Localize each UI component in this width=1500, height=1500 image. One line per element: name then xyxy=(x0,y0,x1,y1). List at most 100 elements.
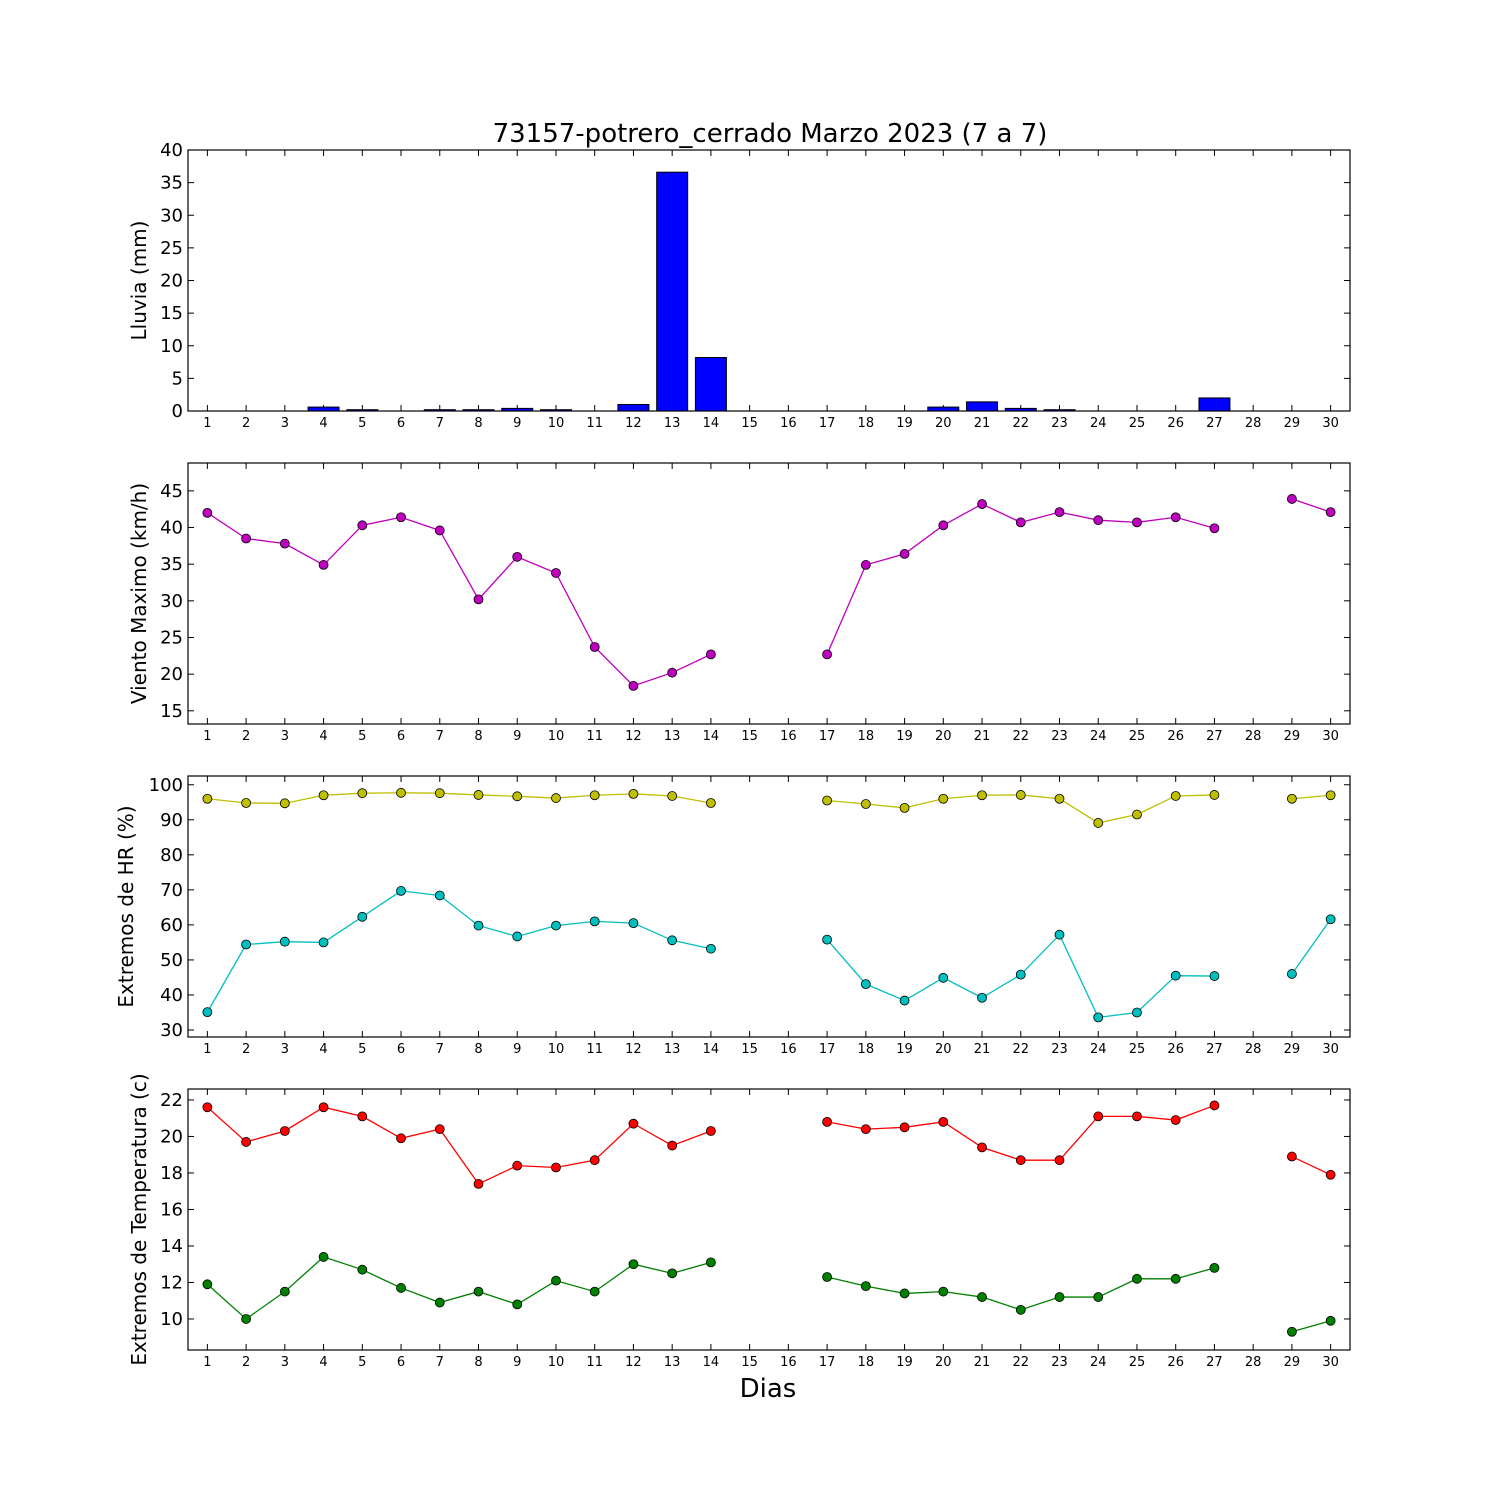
series-1-point-day-17 xyxy=(822,649,832,660)
x-tick-label: 29 xyxy=(1284,416,1301,431)
x-tick-label: 28 xyxy=(1245,1042,1262,1057)
x-tick-label: 4 xyxy=(319,416,327,431)
series-1-point-day-25 xyxy=(1132,809,1142,820)
series-2-point-day-25 xyxy=(1132,1007,1142,1018)
y-tick-label: 25 xyxy=(160,627,183,648)
series-2-point-day-10 xyxy=(551,920,561,931)
x-tick-label: 10 xyxy=(548,416,565,431)
x-tick-label: 23 xyxy=(1051,729,1068,744)
series-2-line xyxy=(206,890,712,1013)
x-tick-label: 7 xyxy=(436,416,444,431)
y-tick-label: 80 xyxy=(160,845,183,866)
x-tick-label: 26 xyxy=(1167,729,1184,744)
x-tick-label: 27 xyxy=(1206,1042,1223,1057)
x-tick-label: 11 xyxy=(586,729,603,744)
x-tick-label: 2 xyxy=(242,1355,250,1370)
x-tick-label: 14 xyxy=(703,416,720,431)
x-tick-label: 18 xyxy=(858,416,875,431)
series-2-point-day-21 xyxy=(977,1292,987,1302)
series-1-point-day-30 xyxy=(1325,507,1336,518)
series-1-line xyxy=(206,1106,712,1185)
x-tick-label: 17 xyxy=(819,1355,836,1370)
x-tick-label: 7 xyxy=(436,1042,444,1057)
x-tick-label: 29 xyxy=(1284,1355,1301,1370)
series-2-point-day-19 xyxy=(899,995,910,1006)
x-tick-label: 25 xyxy=(1129,1042,1146,1057)
series-2-point-day-7 xyxy=(434,1297,445,1308)
bar-day-27 xyxy=(1198,397,1231,412)
series-1-point-day-21 xyxy=(977,790,987,801)
x-tick-label: 5 xyxy=(358,1355,366,1370)
series-1-point-day-19 xyxy=(899,549,910,559)
series-1-point-day-3 xyxy=(279,798,290,809)
x-tick-label: 11 xyxy=(586,1042,603,1057)
series-1-point-day-12 xyxy=(628,680,639,691)
series-2-point-day-7 xyxy=(434,890,445,901)
x-tick-label: 25 xyxy=(1129,416,1146,431)
y-tick-label: 40 xyxy=(160,985,183,1006)
series-2-point-day-27 xyxy=(1209,971,1220,981)
x-tick-label: 24 xyxy=(1090,416,1107,431)
series-2-point-day-2 xyxy=(241,1314,252,1324)
x-tick-label: 30 xyxy=(1322,1355,1339,1370)
x-tick-label: 20 xyxy=(935,416,952,431)
x-tick-label: 16 xyxy=(780,1355,797,1370)
series-1-point-day-11 xyxy=(589,642,600,652)
series-2-line xyxy=(1291,918,1332,975)
series-1-point-day-23 xyxy=(1054,507,1065,518)
y-axis-label: Extremos de HR (%) xyxy=(114,805,138,1007)
x-tick-label: 13 xyxy=(664,1042,681,1057)
y-tick-label: 20 xyxy=(160,271,183,292)
series-2-point-day-12 xyxy=(628,918,639,929)
bar-day-21 xyxy=(966,401,999,412)
x-tick-label: 23 xyxy=(1051,1355,1068,1370)
x-tick-label: 5 xyxy=(358,1042,366,1057)
series-1-point-day-7 xyxy=(434,525,445,536)
x-tick-label: 28 xyxy=(1245,1355,1262,1370)
x-tick-label: 1 xyxy=(203,1355,211,1370)
y-tick-label: 12 xyxy=(160,1272,183,1293)
x-tick-label: 25 xyxy=(1129,729,1146,744)
x-tick-label: 17 xyxy=(819,729,836,744)
y-tick-label: 40 xyxy=(160,518,183,539)
series-2-point-day-17 xyxy=(822,1272,832,1282)
series-2-point-day-1 xyxy=(202,1279,213,1290)
series-2-line xyxy=(206,1256,712,1320)
series-2-point-day-23 xyxy=(1054,929,1065,940)
series-1-point-day-5 xyxy=(357,1111,368,1122)
x-tick-label: 16 xyxy=(780,1042,797,1057)
x-tick-label: 5 xyxy=(358,729,366,744)
x-tick-label: 20 xyxy=(935,1355,952,1370)
series-1-point-day-25 xyxy=(1132,1111,1142,1122)
y-tick-label: 18 xyxy=(160,1163,183,1184)
x-tick-label: 20 xyxy=(935,729,952,744)
x-tick-label: 18 xyxy=(858,1042,875,1057)
x-tick-label: 13 xyxy=(664,416,681,431)
y-tick-label: 20 xyxy=(160,1126,183,1147)
y-tick-label: 20 xyxy=(160,664,183,685)
y-tick-label: 35 xyxy=(160,173,183,194)
y-tick-label: 40 xyxy=(160,140,183,161)
x-tick-label: 27 xyxy=(1206,729,1223,744)
series-1-point-day-1 xyxy=(202,1102,213,1113)
series-2-point-day-12 xyxy=(628,1259,639,1270)
series-2-point-day-13 xyxy=(667,1268,678,1279)
x-tick-label: 29 xyxy=(1284,729,1301,744)
y-tick-label: 60 xyxy=(160,915,183,936)
series-2-point-day-25 xyxy=(1132,1273,1142,1284)
series-2-point-day-21 xyxy=(977,992,987,1003)
series-2-point-day-4 xyxy=(318,1252,329,1262)
series-1-point-day-1 xyxy=(202,793,213,804)
x-tick-label: 15 xyxy=(741,1042,758,1057)
series-1-line xyxy=(207,792,712,804)
series-1-point-day-1 xyxy=(202,507,213,518)
x-tick-label: 26 xyxy=(1167,1042,1184,1057)
x-tick-label: 27 xyxy=(1206,416,1223,431)
y-tick-label: 15 xyxy=(160,701,183,722)
series-1-point-day-13 xyxy=(667,667,678,678)
x-tick-label: 21 xyxy=(974,416,991,431)
x-tick-label: 30 xyxy=(1322,1042,1339,1057)
plot-frame xyxy=(187,775,1351,1038)
